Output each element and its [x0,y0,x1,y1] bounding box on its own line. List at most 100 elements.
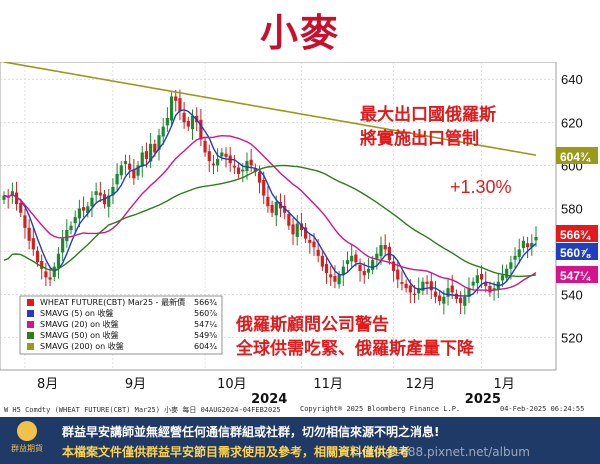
legend-swatch [27,343,34,350]
legend-swatch [27,321,34,328]
candle [521,240,526,249]
copyright: Copyright® 2025 Bloomberg Finance L.P. [300,405,461,413]
candle [169,96,174,121]
y-tick-label: 580 [561,201,583,216]
timestamp: 04-Feb-2025 06:24:55 [500,405,585,413]
candle [224,153,228,157]
candle [362,270,366,276]
candle [270,205,274,213]
price-tag [556,243,598,260]
candle [333,276,337,282]
candle [526,243,530,248]
y-tick-label: 540 [561,288,583,303]
candle [429,281,433,291]
candle [140,152,144,167]
disclaimer-line1: 群益早安講師並無經營任何通信群組或社群，切勿相信來源不明之消息! [62,425,440,439]
candle [329,274,333,278]
candle [505,268,509,278]
sma20-line [3,134,537,292]
candle [98,192,102,196]
candle [391,261,396,271]
candle [186,121,190,127]
candle [295,223,299,237]
candle [513,255,517,260]
candle [312,241,316,248]
candle [207,151,211,162]
candle [304,227,308,239]
legend-value: 560⅞ [194,309,217,318]
candle [153,143,157,153]
logo-icon [17,421,37,441]
price-tag [556,225,598,242]
candle [52,266,56,277]
watermark: ©eting1688.pixnet.net/album [350,445,530,459]
candle [199,119,203,140]
candle [417,288,421,294]
candle [484,282,488,286]
candle [475,275,479,283]
candle [119,165,123,176]
candle [274,202,278,216]
legend-label: SMAVG (50) on 收盤 [40,330,119,340]
candle [450,285,454,293]
price-tag-label: 604¾ [560,150,591,164]
candle [107,195,111,207]
candle [241,169,245,172]
ticker-line: W H5 Comdty (WHEAT FUTURE(CBT) Mar25) 小麥… [4,406,281,414]
candle [379,245,383,257]
candle [31,238,35,250]
x-tick-label: 9月 [125,377,146,392]
candle [530,242,534,248]
candle [149,143,153,162]
candle [220,152,224,157]
legend-label: SMAVG (20) on 收盤 [40,319,119,329]
price-tag [556,266,598,283]
candle [320,255,324,267]
candle [61,238,65,253]
candle [345,260,350,265]
candle [341,266,345,276]
candle [509,262,513,269]
candle [2,195,6,200]
legend: WHEAT FUTURE(CBT) Mar25 - 最新價 566¾ SMAVG (… [19,295,223,355]
y-tick-label: 520 [561,331,583,346]
price-tag-label: 566¾ [560,228,591,242]
candle [421,281,425,291]
legend-swatch [27,332,34,339]
disclaimer-bar: 群益期貨 群益早安講師並無經營任何通信群組或社群，切勿相信來源不明之消息! 本檔… [0,417,600,464]
legend-value: 549⅝ [194,331,217,340]
candle [40,261,44,269]
chart-meta: W H5 Comdty (WHEAT FUTURE(CBT) Mar25) 小麥… [0,405,600,417]
x-tick-label: 12月 [406,377,436,392]
candle [517,249,521,258]
candle [115,174,119,185]
candle [358,264,362,271]
note-line2: 全球供需吃緊、俄羅斯產量下降 [235,338,475,359]
candle [190,115,195,130]
candle [479,273,484,280]
candle [178,98,182,112]
candle [86,206,90,214]
candle [350,255,354,262]
page-title: 小麥 [259,11,340,55]
price-chart: 520540560580600620640 8月9月10月11月12月1月202… [0,62,598,405]
candle [366,268,371,273]
x-tick-label: 8月 [37,377,58,392]
candle [232,165,236,168]
candle [111,186,115,196]
candle [161,126,165,137]
candle [14,192,19,205]
candle [19,202,23,213]
candle [174,96,178,101]
legend-label: SMAVG (200) on 收盤 [40,341,124,351]
price-tag-label: 560⅞ [560,246,591,260]
change-percent: +1.30% [450,177,512,197]
candle [266,196,270,207]
candle [500,275,505,281]
candle [287,214,291,226]
x-tick-label: 1月 [494,377,515,392]
candle [65,230,69,242]
year-label: 2025 [465,392,501,405]
candle [337,275,341,285]
candle [324,264,329,274]
